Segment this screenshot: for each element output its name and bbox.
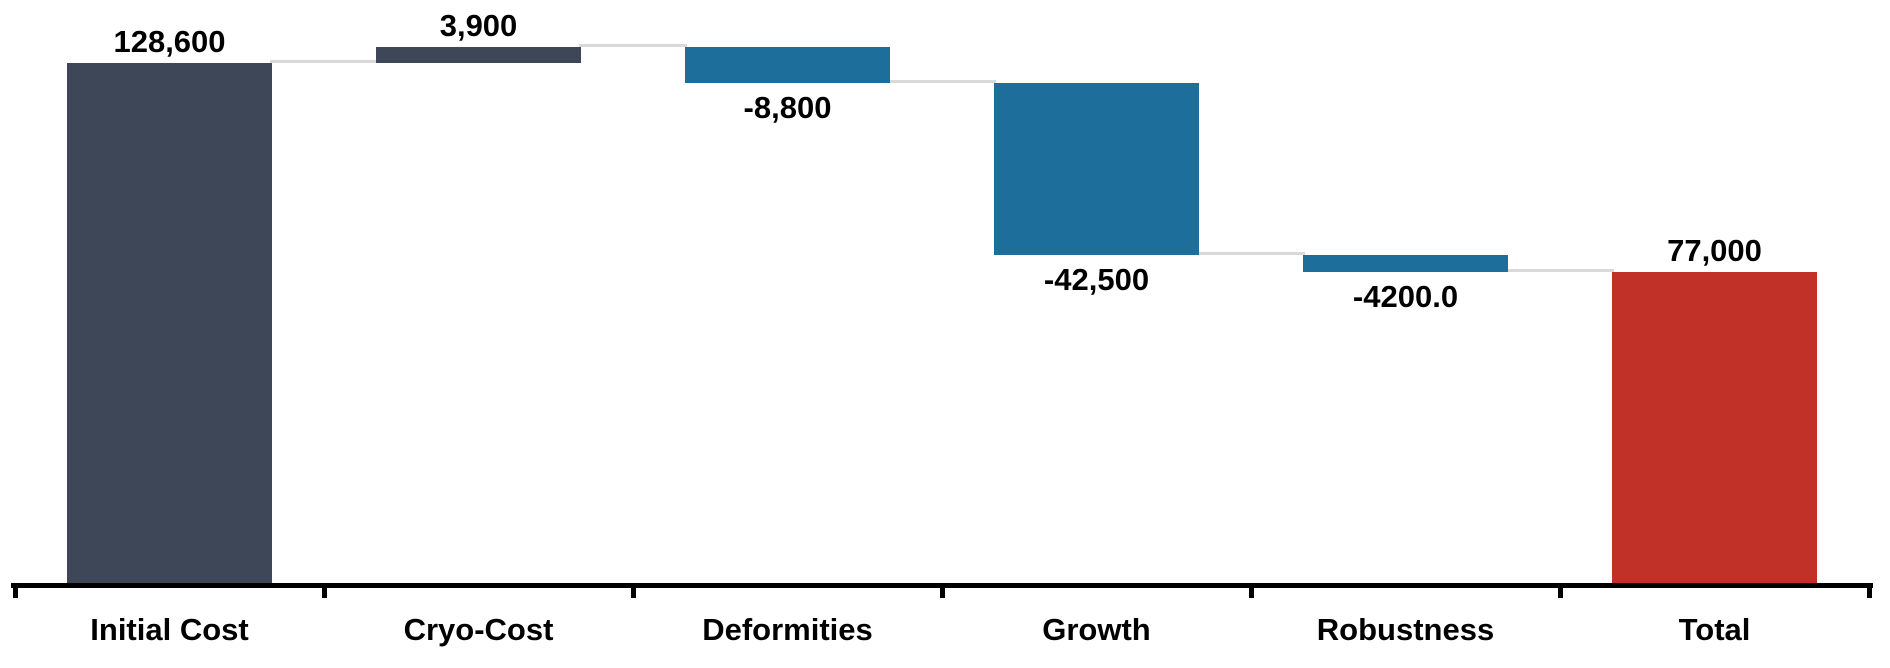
x-axis-tick <box>939 583 945 598</box>
x-axis-tick <box>630 583 636 598</box>
value-label-growth: -42,500 <box>1043 261 1150 297</box>
bar-initial-cost <box>67 62 272 583</box>
value-label-robustness: -4200.0 <box>1352 278 1459 314</box>
x-axis-label-total: Total <box>1678 612 1751 647</box>
x-axis-label-deformities: Deformities <box>702 612 873 647</box>
value-label-cryo-cost: 3,900 <box>439 8 518 43</box>
value-label-deformities: -8,800 <box>743 89 832 125</box>
x-axis-tick <box>12 583 18 598</box>
connector-line <box>270 59 378 63</box>
x-axis-label-growth: Growth <box>1042 612 1151 647</box>
x-axis-tick <box>1557 583 1563 598</box>
x-axis-label-cryo-cost: Cryo-Cost <box>403 612 554 647</box>
connector-line <box>579 44 687 47</box>
connector-line <box>1506 268 1614 272</box>
x-axis-tick <box>1248 583 1254 598</box>
value-label-initial-cost: 128,600 <box>113 23 226 59</box>
x-axis-label-robustness: Robustness <box>1316 612 1495 647</box>
bar-cryo-cost <box>376 47 581 63</box>
bar-robustness <box>1303 254 1508 272</box>
x-axis-label-initial-cost: Initial Cost <box>90 612 249 647</box>
bar-deformities <box>685 47 890 83</box>
connector-line <box>1197 251 1305 255</box>
bar-growth <box>994 82 1199 255</box>
bar-total <box>1612 271 1817 583</box>
x-axis-tick <box>1866 583 1872 598</box>
connector-line <box>888 79 996 83</box>
x-axis-tick <box>321 583 327 598</box>
value-label-total: 77,000 <box>1667 232 1762 268</box>
